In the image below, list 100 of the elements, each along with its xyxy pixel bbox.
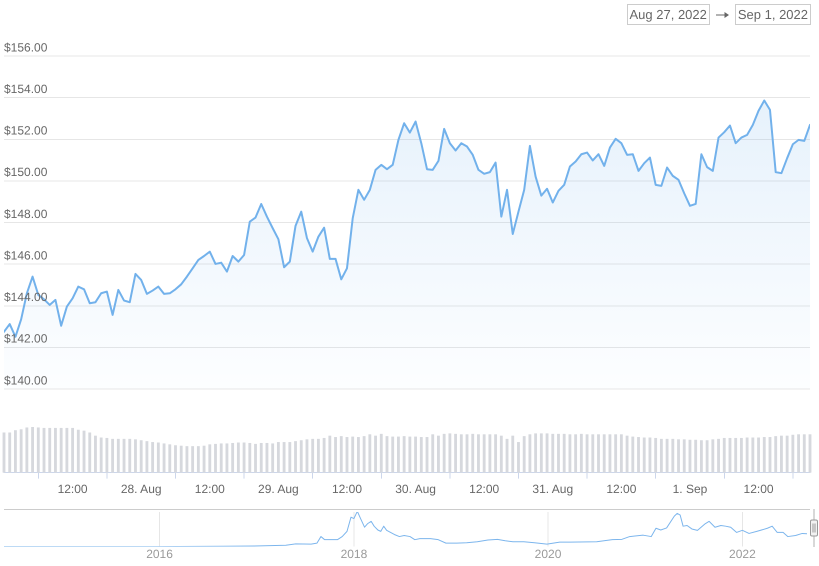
bar [408,436,412,473]
bar [466,434,468,473]
y-tick-label: $156.00 [4,40,48,54]
bar [677,439,680,473]
bar [334,437,337,473]
bar [111,438,114,473]
bar [368,434,372,473]
bar [751,437,754,473]
bar [156,442,160,473]
x-tick-label: 2016 [146,547,174,562]
bar [346,437,348,473]
bar [185,446,188,473]
bar [546,433,548,473]
bar [20,429,23,473]
bar [477,434,480,473]
bar [134,439,137,473]
bar [42,428,46,473]
bar [768,437,772,473]
bar [620,434,623,473]
bar [666,438,669,473]
y-tick-label: $140.00 [4,373,48,388]
bar [437,436,440,473]
bar [454,434,458,473]
bar [254,444,257,473]
bar [202,446,206,473]
bar [608,434,612,473]
bar [266,442,268,473]
bar [528,434,532,473]
bar [694,440,698,473]
bar [236,442,240,473]
bar [757,437,760,473]
bar [294,441,297,473]
bar [31,427,34,473]
y-tick-label: $146.00 [4,248,48,262]
bar [648,437,652,473]
x-tick-label: 12:00 [332,482,362,496]
y-tick-label: $152.00 [4,124,48,138]
bar [711,439,714,473]
bar [442,434,446,473]
x-tick-label: 12:00 [194,482,226,496]
bar [174,445,177,473]
bar [94,436,97,473]
bar [14,430,17,473]
x-tick-label: 28. Aug [120,482,162,496]
x-tick-label: 2018 [340,547,368,562]
bar [414,436,418,473]
bar [626,436,629,473]
y-tick-label: $148.00 [4,206,48,221]
bar [282,442,286,473]
bar [557,434,560,473]
bar [402,436,406,473]
bar [196,446,200,473]
bar [740,438,743,473]
bar [700,440,703,473]
bar [614,434,618,473]
y-tick-label: $154.00 [4,82,48,96]
bar [226,443,228,473]
bar [660,438,663,473]
bar [706,440,709,473]
bar [780,436,783,473]
x-tick-label: 2022 [729,547,756,562]
bar [534,433,538,473]
bar [105,438,108,473]
x-tick-label: 30. Aug [395,482,436,496]
bar [574,434,578,473]
bar [540,433,543,473]
bar [145,441,148,473]
x-tick-label: 12:00 [469,482,500,496]
x-tick-label: 12:00 [58,482,88,496]
bar [494,434,498,473]
bar [322,438,326,473]
bar [231,442,234,473]
bar [82,430,86,473]
bar [276,442,280,473]
bar [242,442,246,473]
bar [688,440,692,473]
bar [448,433,452,473]
bar [116,438,120,473]
y-tick-label: $142.00 [4,332,48,346]
bar [517,442,520,473]
bar [597,434,600,473]
bar [717,438,720,473]
bar [482,434,486,473]
bar [100,437,103,473]
bar [426,437,428,473]
bar [316,438,320,473]
bar [60,428,63,473]
bar [2,432,6,473]
bar [488,434,492,473]
bar [808,434,812,473]
bar [191,446,194,473]
bar [25,427,28,473]
x-tick-label: 29. Aug [258,482,299,496]
x-tick-label: 31. Aug [532,482,574,496]
bar [65,428,68,473]
x-tick-label: 12:00 [744,482,774,496]
date-field: Sep 1, 2022 [734,4,811,25]
bar [728,438,732,473]
bar [151,442,154,473]
bar [356,437,360,473]
